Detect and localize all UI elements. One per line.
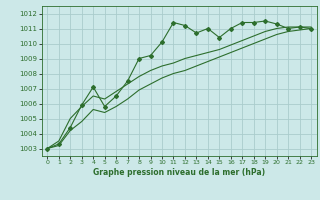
X-axis label: Graphe pression niveau de la mer (hPa): Graphe pression niveau de la mer (hPa): [93, 168, 265, 177]
